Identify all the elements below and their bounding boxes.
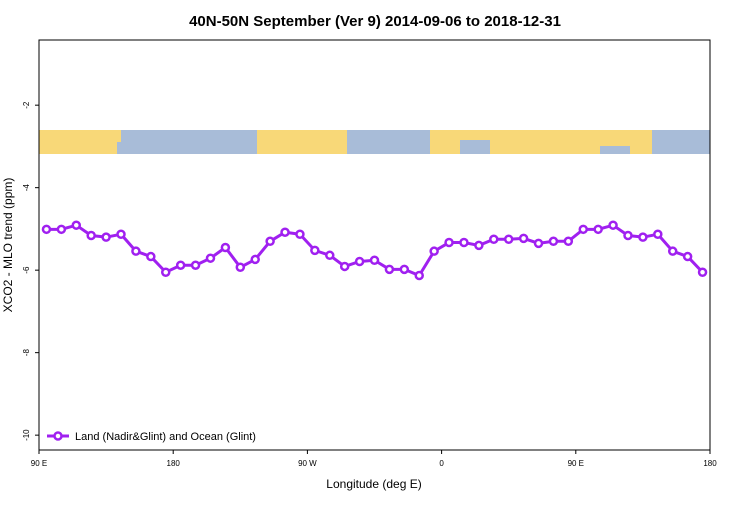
data-point xyxy=(146,251,156,262)
y-tick-label: -2 xyxy=(22,101,31,109)
data-point xyxy=(429,246,439,256)
data-point xyxy=(41,224,52,235)
data-point xyxy=(608,220,618,230)
data-point xyxy=(593,224,603,235)
data-point xyxy=(116,229,126,240)
data-point xyxy=(533,238,544,249)
x-tick-label: 90 E xyxy=(31,459,47,468)
data-point xyxy=(459,237,469,248)
data-point xyxy=(265,236,275,247)
data-point xyxy=(160,267,171,277)
x-tick-label: 90 E xyxy=(568,459,584,468)
data-point xyxy=(474,240,484,251)
y-tick-label: -10 xyxy=(22,429,31,441)
legend-marker xyxy=(53,431,63,441)
data-point xyxy=(414,270,424,281)
data-point xyxy=(503,234,514,244)
data-point xyxy=(310,245,320,256)
y-tick-label: -6 xyxy=(22,266,31,274)
data-point xyxy=(56,224,67,235)
data-point xyxy=(190,260,201,270)
data-point xyxy=(638,232,648,242)
y-tick-label: -4 xyxy=(22,184,31,192)
data-point xyxy=(667,246,678,256)
chart-title: 40N-50N September (Ver 9) 2014-09-06 to … xyxy=(189,13,561,30)
data-point xyxy=(250,254,260,265)
data-point xyxy=(518,233,529,244)
data-point xyxy=(295,229,305,240)
x-tick-label: 180 xyxy=(167,459,181,468)
data-point xyxy=(354,256,365,267)
plot-frame xyxy=(38,39,711,451)
data-point xyxy=(697,267,708,277)
data-point xyxy=(444,237,454,248)
data-point xyxy=(653,229,663,240)
data-point xyxy=(399,264,410,275)
map-band xyxy=(39,130,710,154)
x-tick-label: 180 xyxy=(703,459,717,468)
y-tick-label: -8 xyxy=(22,349,31,357)
legend-label: Land (Nadir&Glint) and Ocean (Glint) xyxy=(75,431,256,443)
data-point xyxy=(548,236,559,247)
data-point xyxy=(623,230,633,241)
data-point xyxy=(489,234,499,244)
y-axis-label: XCO2 - MLO trend (ppm) xyxy=(1,178,15,313)
data-point xyxy=(339,261,350,272)
data-point xyxy=(175,260,186,270)
data-line xyxy=(46,223,704,278)
data-point xyxy=(101,232,111,242)
data-point xyxy=(86,230,96,241)
data-point xyxy=(563,236,574,247)
x-tick-label: 90 W xyxy=(298,459,317,468)
data-point xyxy=(131,246,141,256)
data-point xyxy=(578,224,589,235)
data-point xyxy=(205,253,216,263)
data-point xyxy=(369,255,380,266)
data-point xyxy=(682,251,693,262)
data-point xyxy=(384,264,395,275)
data-point xyxy=(280,227,290,237)
data-point xyxy=(220,242,231,253)
x-axis-label: Longitude (deg E) xyxy=(326,477,421,491)
data-point xyxy=(325,250,335,261)
data-point xyxy=(235,262,246,273)
data-point xyxy=(71,220,82,230)
x-tick-label: 0 xyxy=(439,459,444,468)
